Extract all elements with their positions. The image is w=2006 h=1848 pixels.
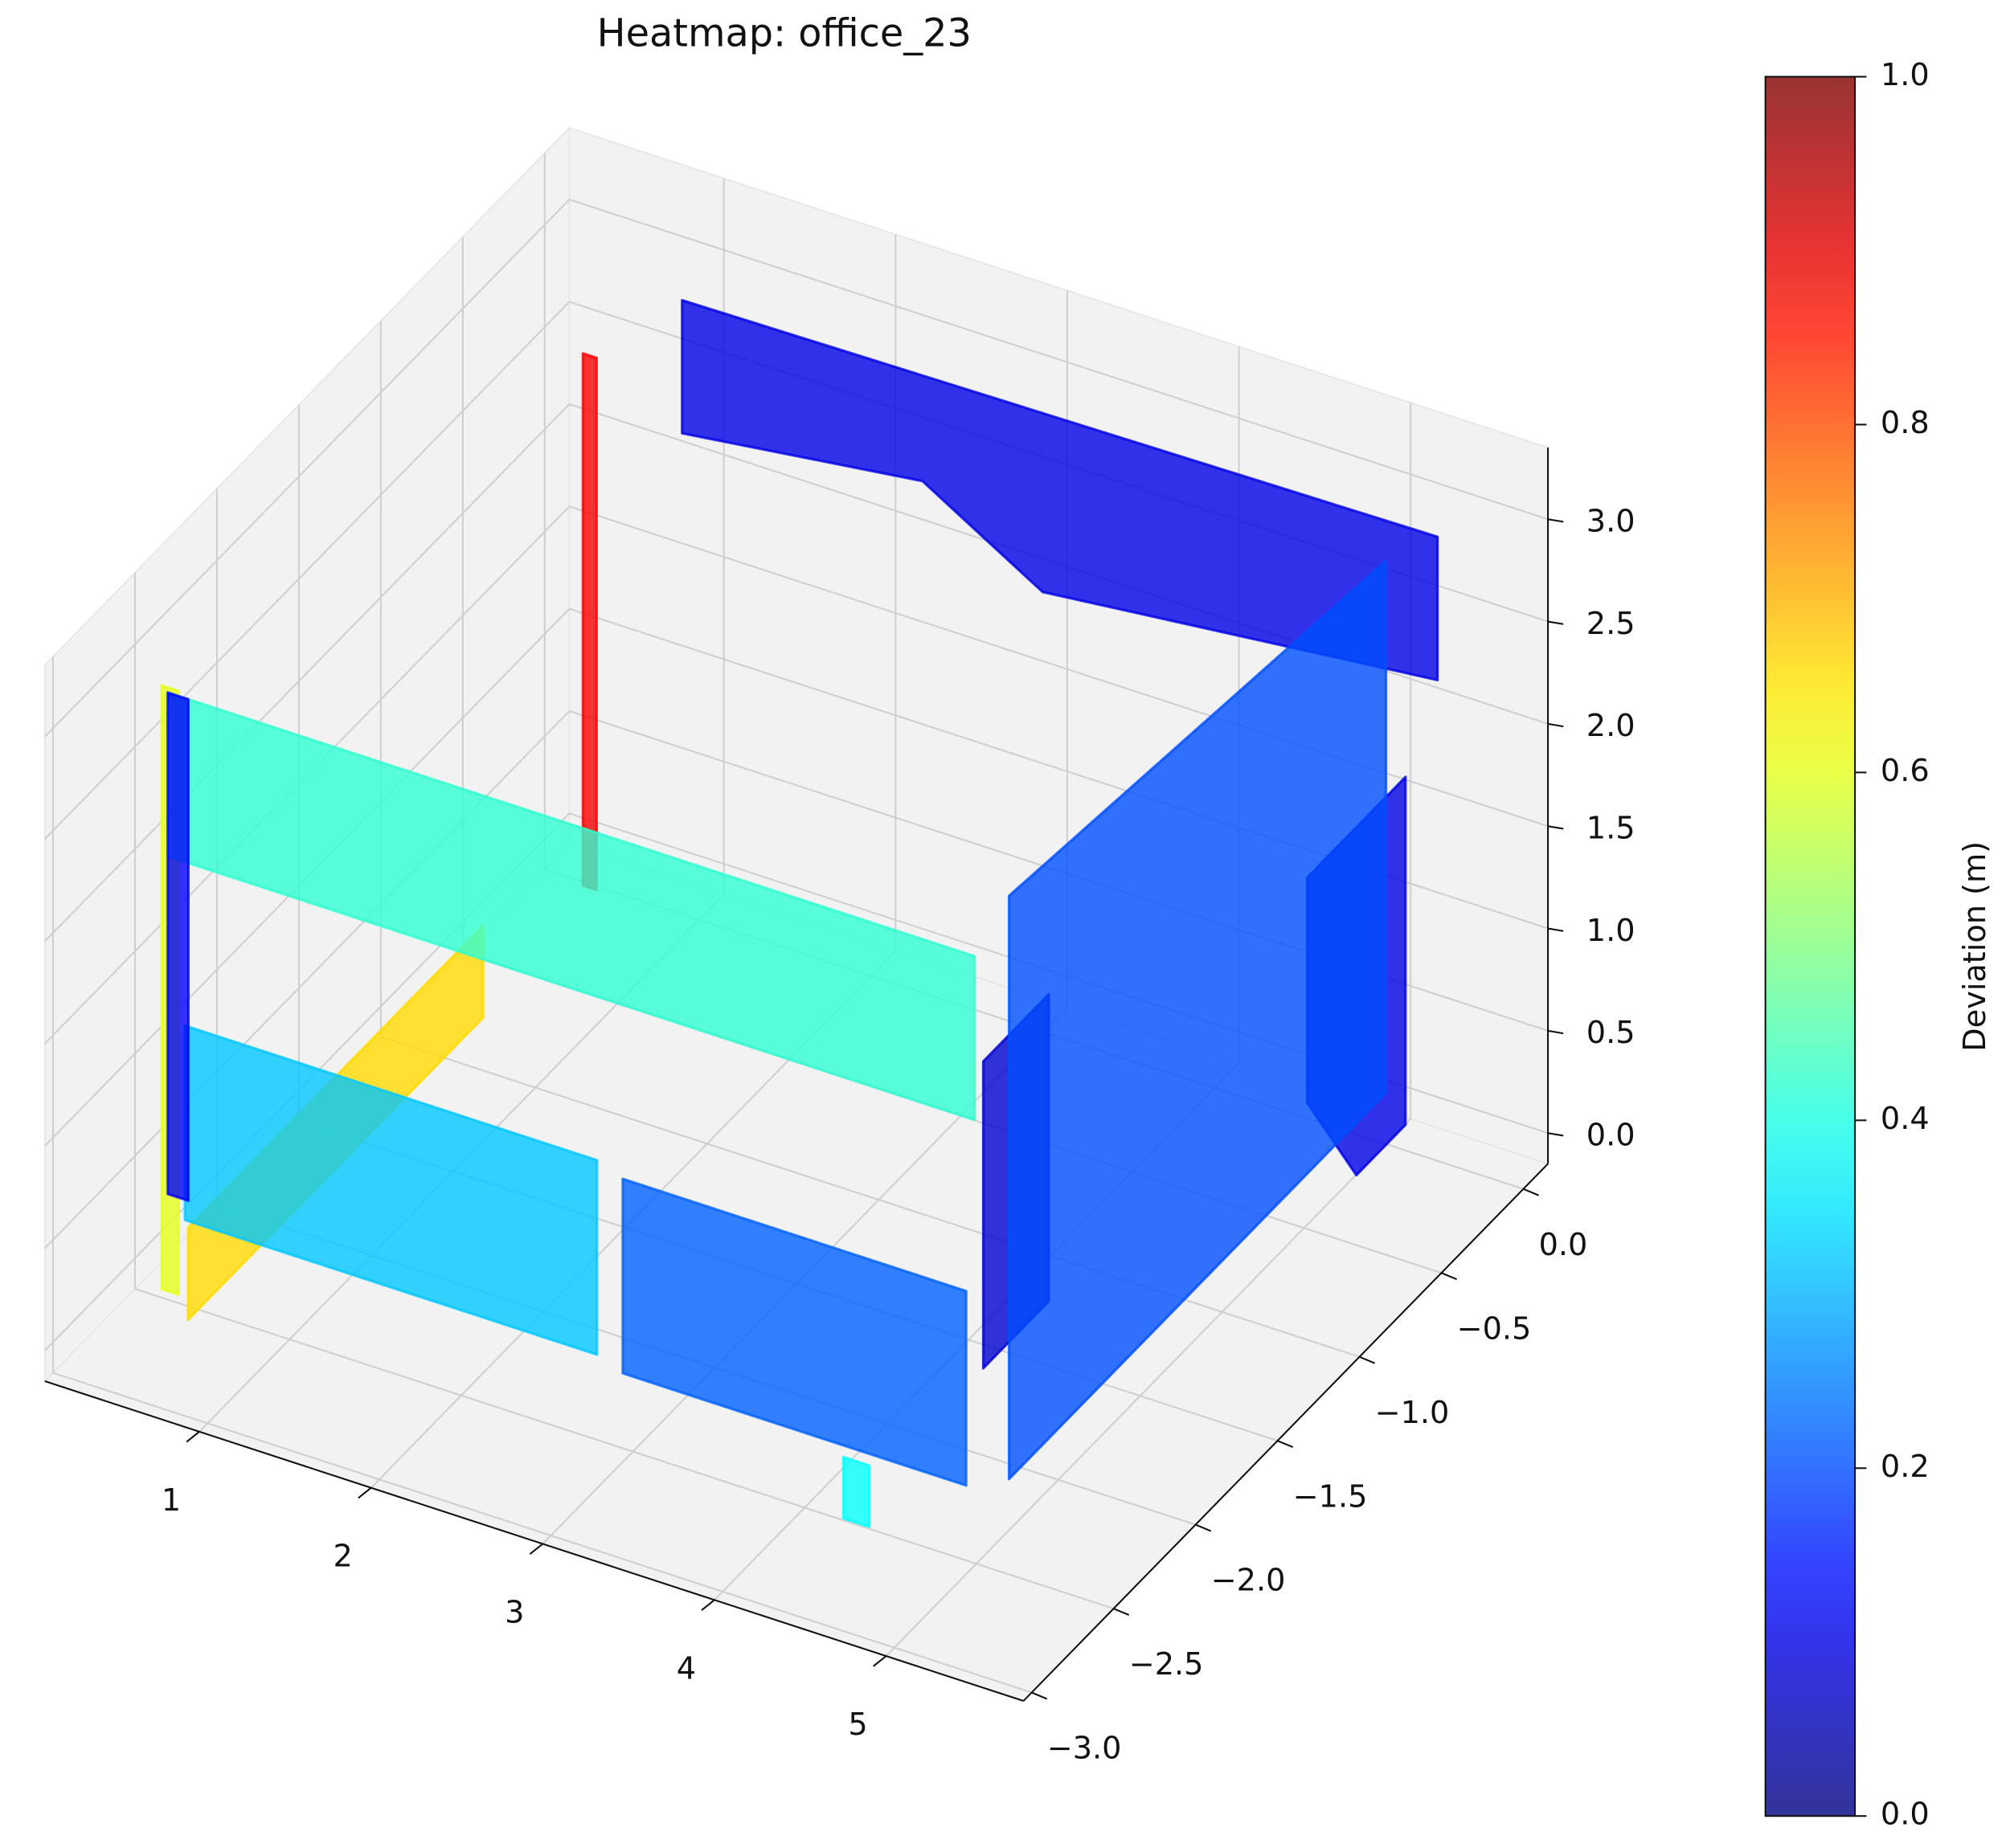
- y-tick-label: −0.5: [1457, 1311, 1532, 1347]
- x-axis-line: [44, 1380, 1024, 1702]
- x-tick: [529, 1543, 543, 1556]
- y-tick-label: 0.0: [1539, 1228, 1588, 1263]
- point-cloud-surface: [621, 1177, 968, 1487]
- x-tick-label: 1: [162, 1483, 181, 1519]
- x-tick-label: 2: [334, 1539, 353, 1575]
- point-cloud-surface: [681, 299, 1439, 681]
- y-tick: [1113, 1608, 1130, 1616]
- z-tick-label: 2.0: [1586, 709, 1636, 744]
- y-tick-label: −1.5: [1293, 1479, 1368, 1515]
- point-cloud-surface: [841, 1455, 871, 1528]
- y-tick: [1277, 1440, 1294, 1449]
- colorbar: [1764, 76, 1857, 1817]
- grid-line: [51, 656, 1032, 1694]
- colorbar-tick-label: 0.2: [1881, 1449, 1930, 1485]
- x-tick: [701, 1599, 715, 1611]
- z-tick-label: 0.5: [1586, 1016, 1636, 1051]
- x-tick-label: 5: [848, 1707, 867, 1743]
- colorbar-tick-label: 0.8: [1881, 406, 1930, 441]
- colorbar-tick-label: 0.6: [1881, 754, 1930, 789]
- y-tick: [1523, 1188, 1539, 1196]
- colorbar-tick-label: 0.0: [1881, 1797, 1930, 1833]
- z-tick-label: 2.5: [1586, 607, 1636, 642]
- z-tick: [1547, 825, 1564, 830]
- z-tick: [1547, 518, 1564, 523]
- y-tick-label: −2.0: [1211, 1564, 1286, 1599]
- y-tick: [1441, 1272, 1458, 1281]
- point-cloud-surface: [1007, 559, 1388, 1481]
- z-tick: [1547, 1029, 1564, 1035]
- y-tick-label: −2.5: [1129, 1647, 1204, 1682]
- colorbar-tick-label: 1.0: [1881, 58, 1930, 93]
- x-tick: [358, 1486, 372, 1499]
- z-tick: [1547, 722, 1564, 728]
- z-tick-label: 3.0: [1586, 505, 1636, 540]
- grid-line: [133, 572, 1114, 1610]
- x-tick: [873, 1655, 887, 1667]
- x-tick-label: 4: [677, 1651, 696, 1687]
- colorbar-tick-label: 0.4: [1881, 1102, 1930, 1137]
- x-tick-label: 3: [505, 1596, 524, 1631]
- y-axis-line: [1022, 1163, 1549, 1702]
- x-tick: [186, 1431, 200, 1443]
- y-tick: [1359, 1355, 1376, 1364]
- y-tick: [1195, 1523, 1212, 1532]
- z-tick-label: 1.0: [1586, 914, 1636, 949]
- z-tick: [1547, 620, 1564, 625]
- point-cloud-surface: [581, 352, 598, 892]
- z-tick-label: 1.5: [1586, 812, 1636, 847]
- z-tick: [1547, 1132, 1564, 1137]
- y-tick-label: −1.0: [1375, 1396, 1450, 1431]
- z-tick-label: 0.0: [1586, 1118, 1636, 1154]
- point-cloud-surface: [166, 691, 190, 1202]
- colorbar-label: Deviation (m): [1958, 841, 1993, 1052]
- grid-line: [44, 198, 1549, 738]
- chart-title: Heatmap: office_23: [597, 12, 972, 56]
- y-tick: [1031, 1691, 1048, 1700]
- z-tick: [1547, 927, 1564, 932]
- y-tick-label: −3.0: [1047, 1731, 1122, 1767]
